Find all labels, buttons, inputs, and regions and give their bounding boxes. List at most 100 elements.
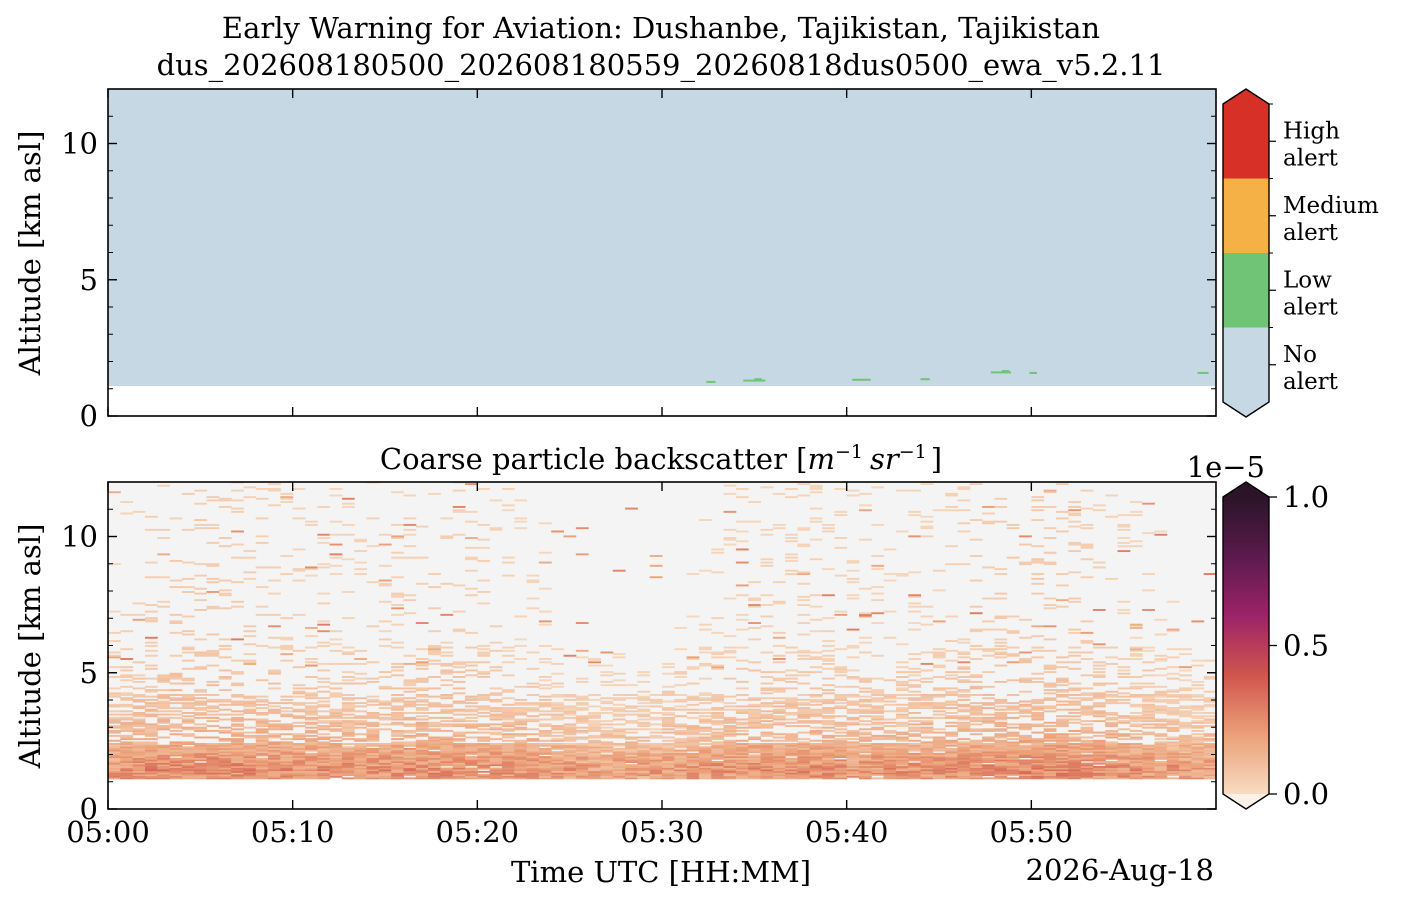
backscatter-cell [982, 620, 995, 623]
backscatter-cell [957, 679, 971, 682]
backscatter-cell [194, 592, 207, 595]
backscatter-cell [797, 754, 811, 757]
backscatter-cell [440, 613, 454, 616]
backscatter-cell [637, 747, 651, 750]
backscatter-cell [834, 738, 848, 741]
backscatter-cell [735, 756, 749, 759]
backscatter-cell [686, 765, 700, 768]
backscatter-cell [255, 707, 269, 710]
backscatter-cell [1055, 744, 1069, 747]
backscatter-cell [440, 641, 454, 644]
backscatter-cell [772, 600, 786, 603]
backscatter-cell [858, 762, 872, 765]
backscatter-cell [969, 680, 983, 683]
backscatter-cell [969, 538, 983, 541]
backscatter-cell [366, 680, 380, 683]
backscatter-cell [760, 561, 774, 564]
backscatter-cell [1191, 708, 1205, 711]
backscatter-cell [415, 728, 429, 731]
backscatter-cell [354, 769, 368, 772]
backscatter-cell [994, 759, 1008, 762]
backscatter-cell [1203, 715, 1216, 718]
backscatter-cell [415, 662, 429, 665]
backscatter-cell [477, 752, 491, 755]
backscatter-cell [144, 667, 158, 670]
backscatter-cell [994, 754, 1008, 757]
backscatter-cell [304, 738, 318, 741]
backscatter-cell [181, 715, 195, 718]
backscatter-cell [588, 728, 601, 731]
backscatter-cell [748, 747, 761, 750]
backscatter-cell [403, 725, 417, 728]
backscatter-cell [895, 713, 909, 716]
backscatter-cell [194, 700, 207, 703]
backscatter-cell [1031, 725, 1045, 728]
backscatter-cell [846, 751, 860, 754]
backscatter-cell [1179, 705, 1192, 708]
backscatter-cell [1068, 512, 1082, 515]
backscatter-cell [194, 694, 207, 696]
backscatter-cell [108, 610, 121, 613]
backscatter-cell [514, 520, 528, 523]
backscatter-cell [662, 713, 675, 716]
backscatter-cell [895, 666, 909, 669]
backscatter-cell [575, 743, 589, 745]
backscatter-cell [514, 762, 528, 765]
backscatter-cell [255, 746, 269, 749]
backscatter-cell [1092, 715, 1106, 718]
backscatter-cell [809, 756, 823, 759]
backscatter-cell [945, 744, 958, 747]
backscatter-cell [662, 749, 675, 752]
backscatter-cell [280, 775, 294, 778]
backscatter-cell [748, 770, 761, 773]
backscatter-cell [785, 711, 798, 714]
backscatter-cell [514, 615, 528, 618]
backscatter-cell [181, 775, 195, 778]
backscatter-cell [895, 671, 909, 674]
backscatter-cell [785, 698, 798, 701]
backscatter-cell [268, 687, 281, 690]
backscatter-cell [1031, 746, 1045, 749]
backscatter-cell [157, 680, 171, 683]
backscatter-cell [908, 759, 922, 762]
backscatter-cell [169, 747, 183, 750]
backscatter-cell [698, 754, 712, 757]
backscatter-cell [551, 756, 565, 759]
backscatter-cell [588, 743, 601, 745]
backscatter-cell [1043, 772, 1057, 775]
backscatter-cell [748, 765, 761, 768]
backscatter-cell [612, 775, 626, 778]
backscatter-cell [403, 731, 417, 734]
backscatter-cell [735, 754, 749, 757]
backscatter-cell [378, 746, 392, 749]
backscatter-cell [501, 752, 515, 755]
backscatter-cell [600, 772, 614, 775]
backscatter-cell [723, 754, 737, 757]
backscatter-cell [625, 694, 638, 696]
backscatter-cell [194, 708, 207, 711]
backscatter-cell [883, 775, 897, 778]
backscatter-cell [1154, 769, 1168, 772]
backscatter-cell [231, 684, 244, 687]
backscatter-cell [932, 752, 946, 755]
backscatter-cell [477, 654, 491, 657]
backscatter-cell [858, 733, 872, 736]
backscatter-cell [440, 694, 454, 696]
backscatter-cell [957, 716, 971, 719]
backscatter-cell [1043, 667, 1057, 670]
backscatter-cell [1092, 749, 1106, 752]
backscatter-cell [1105, 731, 1119, 734]
backscatter-cell [120, 772, 134, 775]
backscatter-cell [206, 649, 220, 652]
backscatter-cell [563, 767, 577, 770]
backscatter-cell [858, 761, 872, 763]
backscatter-cell [181, 561, 195, 564]
backscatter-cell [243, 700, 257, 703]
backscatter-cell [403, 594, 417, 597]
backscatter-cell [551, 747, 565, 750]
backscatter-cell [366, 729, 380, 732]
backscatter-cell [711, 551, 725, 554]
backscatter-cell [415, 700, 429, 703]
backscatter-cell [969, 658, 983, 660]
backscatter-cell [218, 537, 232, 539]
